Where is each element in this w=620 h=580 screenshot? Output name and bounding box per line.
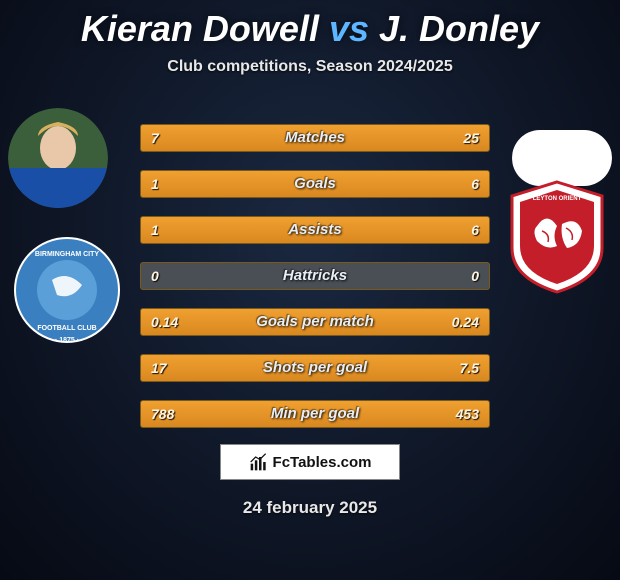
bar-row: Hattricks0 0 <box>140 262 490 290</box>
bar-val-right: 0.24 <box>442 309 489 335</box>
bar-val-right: 0 <box>461 263 489 289</box>
bar-row: Goals per match0.14 0.24 <box>140 308 490 336</box>
bar-val-left: 7 <box>141 125 169 151</box>
bar-val-left: 17 <box>141 355 177 381</box>
bar-val-left: 1 <box>141 171 169 197</box>
bar-label: Min per goal <box>141 401 489 427</box>
bar-row: Matches7 25 <box>140 124 490 152</box>
svg-text:LEYTON ORIENT: LEYTON ORIENT <box>533 196 582 202</box>
bar-label: Goals per match <box>141 309 489 335</box>
title-player2: J. Donley <box>379 8 539 49</box>
page-title: Kieran Dowell vs J. Donley <box>0 0 620 50</box>
player1-club-crest: BIRMINGHAM CITY FOOTBALL CLUB · 1875 · <box>12 230 122 350</box>
bar-row: Goals1 6 <box>140 170 490 198</box>
bar-val-right: 6 <box>461 171 489 197</box>
bar-label: Matches <box>141 125 489 151</box>
bar-val-left: 788 <box>141 401 184 427</box>
bar-val-left: 1 <box>141 217 169 243</box>
brand-badge: FcTables.com <box>220 444 400 480</box>
player1-avatar <box>8 108 108 208</box>
date-label: 24 february 2025 <box>0 498 620 518</box>
subtitle: Club competitions, Season 2024/2025 <box>0 58 620 76</box>
bar-label: Goals <box>141 171 489 197</box>
player2-club-crest: LEYTON ORIENT <box>502 176 612 296</box>
title-player1: Kieran Dowell <box>81 8 319 49</box>
bar-val-left: 0.14 <box>141 309 188 335</box>
svg-text:BIRMINGHAM CITY: BIRMINGHAM CITY <box>35 251 99 258</box>
svg-text:FOOTBALL CLUB: FOOTBALL CLUB <box>37 325 96 332</box>
title-vs: vs <box>329 8 369 49</box>
bar-label: Assists <box>141 217 489 243</box>
bar-row: Assists1 6 <box>140 216 490 244</box>
bar-val-left: 0 <box>141 263 169 289</box>
bar-val-right: 453 <box>446 401 489 427</box>
comparison-bars: Matches725Goals16Assists16Hattricks00Goa… <box>140 124 490 446</box>
bar-label: Hattricks <box>141 263 489 289</box>
bar-row: Shots per goal17 7.5 <box>140 354 490 382</box>
bar-val-right: 6 <box>461 217 489 243</box>
bar-val-right: 7.5 <box>450 355 489 381</box>
brand-text: FcTables.com <box>273 454 372 471</box>
bar-val-right: 25 <box>453 125 489 151</box>
svg-text:· 1875 ·: · 1875 · <box>55 337 79 344</box>
bar-label: Shots per goal <box>141 355 489 381</box>
chart-icon <box>249 452 269 472</box>
bar-row: Min per goal788 453 <box>140 400 490 428</box>
